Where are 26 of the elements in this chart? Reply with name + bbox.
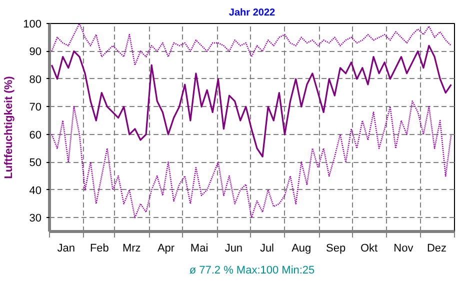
y-tick-label: 90 (29, 46, 42, 58)
y-tick-label: 70 (29, 102, 42, 114)
x-tick-label: Nov (394, 242, 414, 254)
text: ø 77.2 % Max:100 Min:25 (189, 264, 315, 276)
x-tick-label: Aug (292, 242, 312, 254)
line-series (51, 24, 452, 66)
y-tick-label: 100 (23, 18, 42, 30)
x-tick-label: Apr (157, 242, 175, 254)
y-tick-label: 30 (29, 212, 42, 225)
y-tick-label: 60 (29, 129, 42, 142)
x-tick-label: Jul (260, 242, 274, 254)
x-tick-label: Dez (426, 242, 447, 254)
line-series (50, 44, 452, 158)
y-tick-label: 40 (29, 184, 42, 197)
y-axis-title: Luftfeuchtigkeit (%) (3, 76, 16, 179)
x-tick-label: Mai (190, 242, 208, 254)
x-tick-label: Jun (224, 242, 243, 254)
y-tick-label: 80 (29, 74, 42, 86)
x-tick-label: Feb (90, 242, 109, 254)
line-series (51, 100, 452, 218)
chart-title: Jahr 2022 (228, 8, 276, 18)
x-tick-label: Sep (326, 242, 346, 254)
x-tick-label: Mrz (122, 242, 141, 254)
x-tick-label: Okt (360, 242, 378, 254)
y-tick-label: 50 (29, 157, 42, 170)
x-tick-label: Jan (57, 242, 76, 254)
